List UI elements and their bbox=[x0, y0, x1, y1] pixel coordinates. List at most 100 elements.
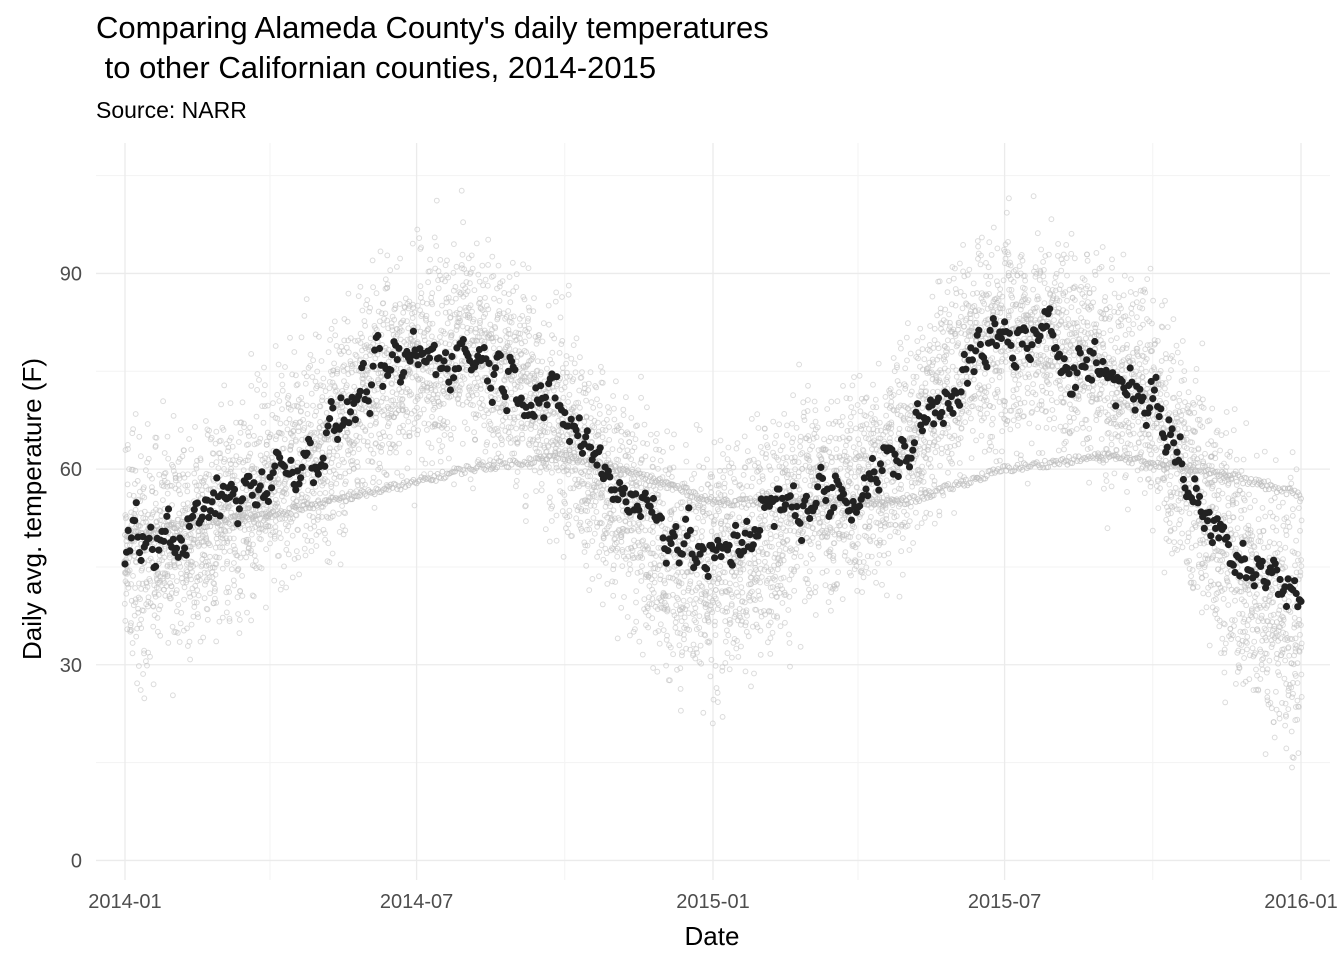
other-county-point bbox=[904, 512, 910, 518]
other-county-point bbox=[614, 553, 621, 560]
other-county-point bbox=[337, 561, 344, 568]
other-county-point bbox=[459, 402, 466, 408]
other-county-point bbox=[681, 614, 688, 621]
other-county-point bbox=[220, 427, 227, 433]
other-county-point bbox=[679, 652, 685, 659]
other-county-point bbox=[216, 554, 223, 561]
other-county-point bbox=[726, 666, 733, 673]
other-county-point bbox=[870, 381, 876, 388]
other-county-point bbox=[462, 304, 469, 311]
other-county-point bbox=[294, 459, 301, 466]
other-county-point bbox=[689, 536, 696, 542]
other-county-point bbox=[459, 323, 466, 330]
other-county-point bbox=[898, 345, 904, 352]
other-county-point bbox=[634, 569, 641, 576]
other-county-point bbox=[244, 609, 250, 616]
other-county-point bbox=[224, 558, 231, 565]
other-county-point bbox=[874, 560, 881, 567]
other-county-point bbox=[184, 506, 191, 513]
other-county-point bbox=[164, 433, 171, 440]
other-county-point bbox=[243, 442, 250, 448]
other-county-point bbox=[129, 640, 136, 646]
other-county-point bbox=[160, 497, 166, 504]
other-county-point bbox=[391, 316, 398, 323]
other-county-point bbox=[510, 288, 517, 295]
other-county-point bbox=[226, 589, 233, 595]
other-county-point bbox=[221, 456, 228, 463]
other-county-point bbox=[672, 624, 679, 631]
other-county-point bbox=[140, 515, 147, 521]
other-county-point bbox=[368, 432, 375, 439]
other-county-point bbox=[549, 469, 555, 476]
other-county-point bbox=[558, 341, 565, 348]
other-county-point bbox=[683, 458, 690, 465]
other-county-point bbox=[752, 597, 758, 604]
other-county-point bbox=[260, 419, 267, 426]
other-county-point bbox=[419, 456, 425, 463]
other-county-point bbox=[271, 500, 278, 507]
other-county-point bbox=[239, 593, 246, 599]
other-county-point bbox=[378, 448, 385, 455]
other-county-point bbox=[165, 640, 172, 646]
other-county-point bbox=[157, 632, 164, 639]
other-county-point bbox=[905, 320, 911, 327]
other-county-point bbox=[477, 386, 484, 392]
other-county-point bbox=[863, 413, 869, 420]
other-county-point bbox=[357, 283, 364, 290]
other-county-point bbox=[428, 363, 435, 370]
other-county-point bbox=[222, 471, 229, 478]
other-county-point bbox=[513, 425, 520, 432]
other-county-point bbox=[473, 371, 480, 378]
other-county-point bbox=[143, 467, 149, 474]
other-county-point bbox=[264, 402, 271, 409]
other-county-point bbox=[134, 680, 141, 687]
other-county-point bbox=[736, 514, 743, 521]
other-county-point bbox=[489, 327, 495, 333]
other-county-point bbox=[303, 523, 310, 529]
other-county-point bbox=[592, 383, 598, 389]
other-county-point bbox=[322, 530, 328, 537]
other-county-point bbox=[285, 401, 292, 407]
other-county-point bbox=[155, 591, 162, 598]
other-county-point bbox=[132, 599, 139, 606]
other-county-point bbox=[368, 458, 375, 465]
other-county-point bbox=[334, 401, 340, 408]
other-county-point bbox=[467, 302, 474, 309]
other-county-point bbox=[484, 439, 491, 446]
other-county-point bbox=[193, 465, 200, 472]
other-county-point bbox=[235, 566, 242, 573]
other-county-point bbox=[664, 428, 671, 435]
other-county-point bbox=[429, 320, 436, 327]
other-county-point bbox=[414, 302, 421, 309]
other-county-point bbox=[132, 585, 139, 591]
other-county-point bbox=[246, 541, 253, 547]
other-county-point bbox=[890, 355, 897, 361]
other-county-point bbox=[141, 695, 148, 702]
other-county-point bbox=[129, 650, 136, 657]
other-county-point bbox=[160, 586, 167, 593]
other-county-point bbox=[173, 590, 179, 597]
other-county-point bbox=[262, 382, 268, 389]
other-county-point bbox=[229, 443, 236, 450]
other-county-point bbox=[755, 425, 762, 431]
other-county-point bbox=[434, 394, 441, 401]
other-county-point bbox=[419, 377, 426, 384]
other-county-point bbox=[302, 552, 309, 559]
other-county-point bbox=[283, 420, 290, 426]
other-county-point bbox=[452, 284, 459, 290]
other-county-point bbox=[418, 244, 425, 251]
other-county-point bbox=[620, 406, 627, 413]
other-county-point bbox=[851, 374, 857, 381]
other-county-point bbox=[660, 627, 667, 633]
other-county-point bbox=[152, 500, 159, 507]
other-county-point bbox=[125, 446, 131, 452]
other-county-point bbox=[377, 248, 384, 255]
other-county-point bbox=[461, 419, 468, 426]
other-county-point bbox=[432, 421, 439, 428]
other-county-point bbox=[513, 483, 519, 490]
other-county-point bbox=[444, 419, 451, 426]
other-county-point bbox=[195, 543, 202, 550]
other-county-point bbox=[883, 477, 890, 484]
other-county-point bbox=[820, 523, 827, 530]
other-county-point bbox=[271, 535, 278, 542]
